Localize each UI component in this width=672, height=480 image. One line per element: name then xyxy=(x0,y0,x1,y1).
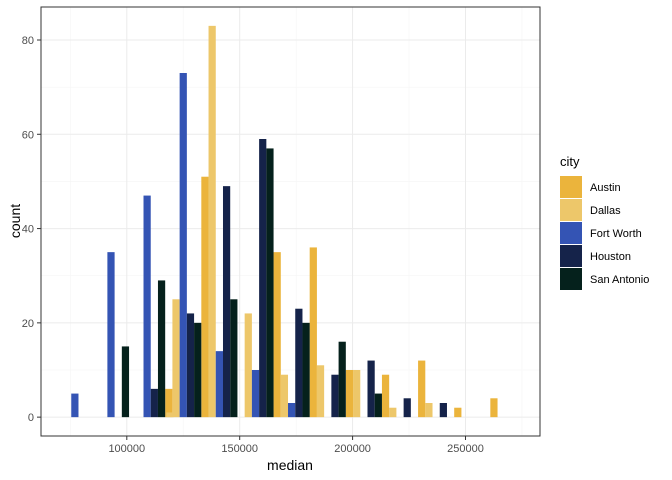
y-tick-label: 60 xyxy=(22,129,34,141)
y-tick-label: 0 xyxy=(28,412,34,424)
bar-dallas xyxy=(172,299,180,418)
legend-key-dallas xyxy=(560,199,582,221)
bar-dallas xyxy=(389,407,397,418)
legend-key-austin xyxy=(560,176,582,198)
bar-houston xyxy=(367,360,375,418)
y-axis-ticks: 0 20 40 60 80 xyxy=(22,35,41,424)
bar-austin xyxy=(309,247,317,418)
bar-houston xyxy=(259,139,267,418)
bar-san-antonio xyxy=(121,346,130,418)
bars xyxy=(71,25,498,418)
y-tick-label: 20 xyxy=(22,318,34,330)
bar-austin xyxy=(418,360,426,418)
bar-san-antonio xyxy=(194,322,202,418)
bar-houston xyxy=(150,388,158,418)
bar-houston xyxy=(403,398,411,418)
x-axis-title: median xyxy=(267,457,313,473)
x-tick-label: 200000 xyxy=(334,443,371,455)
bar-dallas xyxy=(166,412,174,418)
bar-austin xyxy=(165,388,173,418)
legend-label: Austin xyxy=(590,182,621,194)
bar-houston xyxy=(295,308,303,418)
x-tick-label: 250000 xyxy=(447,443,484,455)
bar-fort-worth xyxy=(251,370,260,418)
bar-houston xyxy=(439,403,447,418)
bar-san-antonio xyxy=(266,148,274,418)
legend-key-houston xyxy=(560,245,582,267)
legend-key-fort-worth xyxy=(560,222,582,244)
bar-san-antonio xyxy=(302,322,310,418)
bar-fort-worth xyxy=(71,393,79,418)
bar-austin xyxy=(381,374,390,418)
plot-area xyxy=(40,6,541,437)
bar-dallas xyxy=(244,313,252,418)
bar-dallas xyxy=(208,25,216,418)
bar-san-antonio xyxy=(230,299,238,418)
bar-houston xyxy=(222,186,231,418)
bar-dallas xyxy=(316,365,325,418)
bar-san-antonio xyxy=(338,341,346,418)
legend-label: Dallas xyxy=(590,205,621,217)
legend: city Austin Dallas Fort Worth Houston San An… xyxy=(560,154,649,290)
legend-label: Houston xyxy=(590,251,631,263)
bar-austin xyxy=(345,370,354,418)
bar-fort-worth xyxy=(179,73,187,418)
bar-austin xyxy=(201,176,209,418)
bar-houston xyxy=(331,374,339,418)
x-tick-label: 150000 xyxy=(221,443,258,455)
bar-dallas xyxy=(425,403,433,418)
bar-austin xyxy=(273,252,281,418)
legend-items: Austin Dallas Fort Worth Houston San Antonio xyxy=(560,176,649,290)
legend-label: San Antonio xyxy=(590,274,649,286)
bar-san-antonio xyxy=(157,280,166,418)
bar-fort-worth xyxy=(143,195,151,418)
x-axis-ticks: 100000 150000 200000 250000 xyxy=(108,436,484,455)
bar-austin xyxy=(490,398,498,418)
bar-fort-worth xyxy=(288,403,296,418)
bar-san-antonio xyxy=(374,393,382,418)
legend-key-san-antonio xyxy=(560,268,582,290)
plot-border xyxy=(40,6,541,437)
bar-fort-worth xyxy=(215,351,223,418)
legend-title: city xyxy=(560,154,580,169)
legend-label: Fort Worth xyxy=(590,228,642,240)
y-tick-label: 80 xyxy=(22,35,34,47)
bar-dallas xyxy=(353,370,361,418)
bar-houston xyxy=(186,313,195,418)
y-axis-title: count xyxy=(7,204,23,238)
x-tick-label: 100000 xyxy=(108,443,145,455)
y-tick-label: 40 xyxy=(22,224,34,236)
bar-dallas xyxy=(280,374,289,418)
bar-fort-worth xyxy=(107,252,115,418)
bar-austin xyxy=(454,407,462,418)
